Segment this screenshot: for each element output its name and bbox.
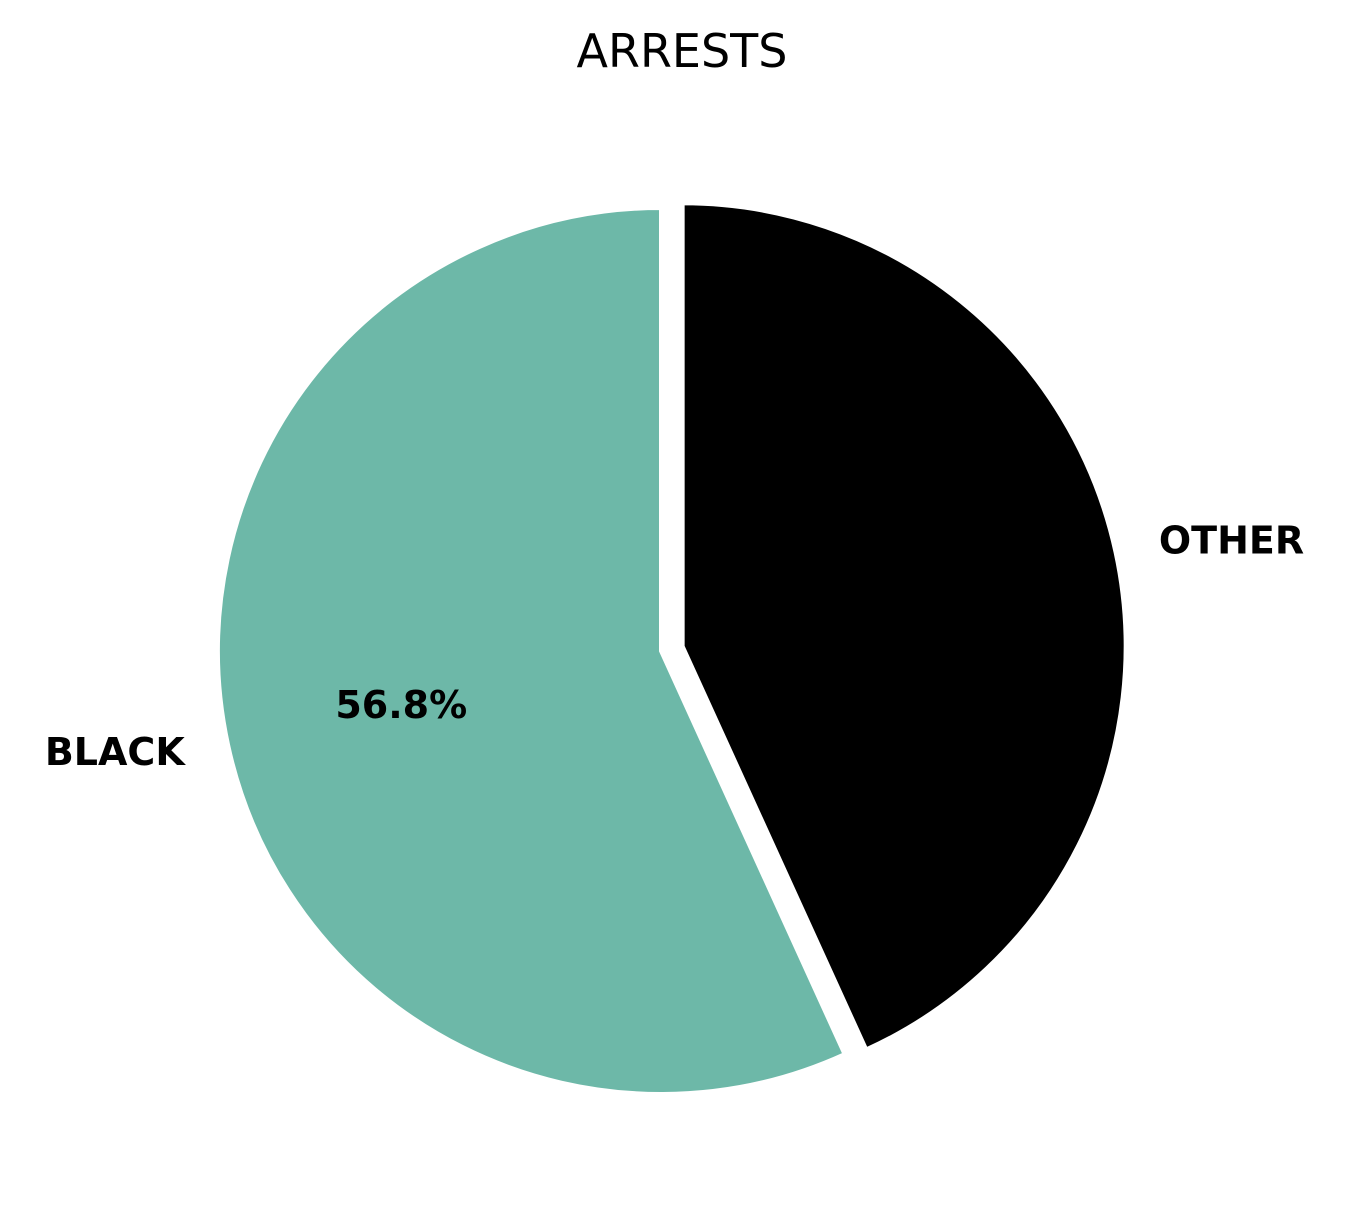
pie-slice-other — [680, 201, 1128, 1053]
slice-label-black: BLACK — [45, 730, 186, 774]
pie-slices — [216, 201, 1128, 1096]
pie-slice-black — [216, 205, 848, 1096]
pie-labels: BLACK 56.8% OTHER — [45, 518, 1304, 773]
slice-pct-label-black: 56.8% — [335, 683, 467, 727]
chart-title: ARRESTS — [577, 24, 788, 78]
slice-label-other: OTHER — [1159, 518, 1304, 562]
